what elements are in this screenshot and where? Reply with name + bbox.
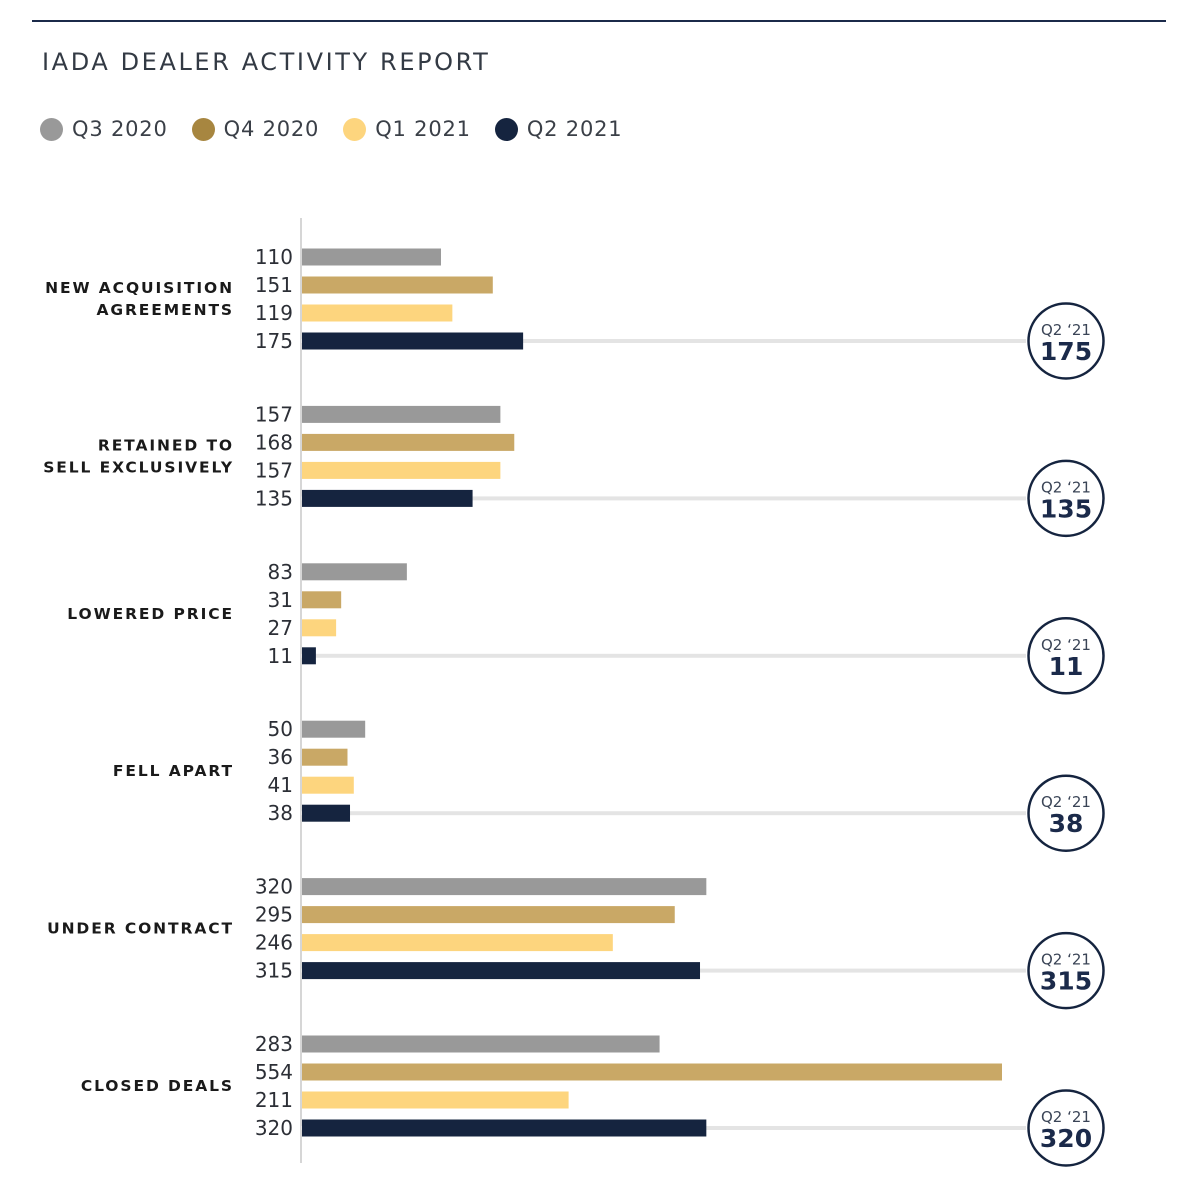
bar-closed-deals-q3-2020 <box>302 1035 660 1053</box>
value-label: 27 <box>268 616 293 640</box>
bar-lowered-price-q3-2020 <box>302 563 407 581</box>
bar-under-contract-q1-2021 <box>302 934 613 952</box>
top-rule <box>32 20 1166 22</box>
bar-lowered-price-q4-2020 <box>302 591 342 609</box>
badge-circle <box>1027 459 1105 538</box>
category-label: CLOSED DEALS <box>81 1077 234 1095</box>
badge-circle <box>1027 931 1105 1010</box>
bar-fell-apart-q3-2020 <box>302 720 366 738</box>
highlight-track <box>301 339 1026 343</box>
bar-retained-to-sell-exclusively-q1-2021 <box>302 461 501 479</box>
highlight-track <box>301 653 1026 658</box>
bar-fell-apart-q1-2021 <box>302 776 354 794</box>
value-label: 320 <box>255 1116 293 1140</box>
badge-value: 175 <box>1040 337 1092 366</box>
legend-item-q3-2020: Q3 2020 <box>40 117 168 141</box>
legend-swatch-q1-2021 <box>343 117 367 141</box>
category-label: SELL EXCLUSIVELY <box>43 458 234 476</box>
value-label: 151 <box>255 273 293 297</box>
value-label: 315 <box>255 959 293 983</box>
highlight-track <box>301 496 1026 501</box>
legend-item-q4-2020: Q4 2020 <box>191 117 320 141</box>
legend-item-q2-2021: Q2 2021 <box>494 117 623 141</box>
badge-value: 315 <box>1040 967 1092 996</box>
badge-value: 38 <box>1049 809 1084 838</box>
bar-retained-to-sell-exclusively-q4-2020 <box>302 433 515 451</box>
value-label: 83 <box>268 560 293 584</box>
value-label: 283 <box>255 1032 293 1056</box>
bar-under-contract-q2-2021 <box>302 962 701 980</box>
legend-swatch-q2-2021 <box>494 117 518 141</box>
value-label: 157 <box>255 402 293 426</box>
bar-new-acquisition-agreements-q3-2020 <box>302 248 441 266</box>
badge-period-label: Q2 ‘21 <box>1041 951 1091 969</box>
value-label: 50 <box>268 717 293 741</box>
category-label: NEW ACQUISITION <box>45 279 234 297</box>
category-label: RETAINED TO <box>98 436 234 454</box>
category-label: AGREEMENTS <box>96 301 234 319</box>
badge-period-label: Q2 ‘21 <box>1041 793 1091 811</box>
legend-label-q4-2020: Q4 2020 <box>223 117 320 141</box>
legend: Q3 2020 Q4 2020 Q1 2021 Q2 2021 <box>40 112 646 146</box>
value-label: 41 <box>268 773 293 797</box>
badge-circle <box>1027 1089 1105 1167</box>
badge-period-label: Q2 ‘21 <box>1041 636 1091 654</box>
category-label: FELL APART <box>113 762 234 780</box>
category-label: LOWERED PRICE <box>67 605 234 623</box>
bar-new-acquisition-agreements-q4-2020 <box>302 276 493 294</box>
value-label: 31 <box>268 588 293 612</box>
badge-circle <box>1027 774 1105 852</box>
highlight-track <box>301 811 1026 816</box>
badge-period-label: Q2 ‘21 <box>1041 478 1091 496</box>
bar-closed-deals-q4-2020 <box>302 1063 1002 1081</box>
legend-swatch-q4-2020 <box>191 117 215 141</box>
bar-under-contract-q4-2020 <box>302 906 675 924</box>
badge-value: 11 <box>1049 652 1084 681</box>
badge-period-label: Q2 ‘21 <box>1041 1108 1091 1126</box>
value-label: 175 <box>255 329 293 353</box>
bar-closed-deals-q2-2021 <box>302 1119 707 1137</box>
value-label: 11 <box>268 644 293 668</box>
value-label: 211 <box>255 1088 293 1112</box>
bar-fell-apart-q4-2020 <box>302 748 348 766</box>
value-label: 119 <box>255 301 293 325</box>
report-title: IADA DEALER ACTIVITY REPORT <box>42 48 491 76</box>
badge-value: 135 <box>1040 494 1092 523</box>
bar-closed-deals-q1-2021 <box>302 1091 569 1109</box>
bar-retained-to-sell-exclusively-q3-2020 <box>302 405 501 423</box>
bar-fell-apart-q2-2021 <box>302 804 351 822</box>
badge-circle <box>1027 302 1105 380</box>
value-label: 135 <box>255 486 293 510</box>
value-label: 295 <box>255 903 293 927</box>
value-label: 36 <box>268 745 293 769</box>
badge-circle <box>1027 617 1105 695</box>
bar-new-acquisition-agreements-q2-2021 <box>302 332 524 350</box>
legend-label-q1-2021: Q1 2021 <box>375 117 471 141</box>
badge-period-label: Q2 ‘21 <box>1041 321 1091 339</box>
value-label: 168 <box>255 430 293 454</box>
value-label: 554 <box>255 1060 293 1084</box>
value-label: 110 <box>255 245 293 269</box>
badge-value: 320 <box>1040 1124 1092 1153</box>
legend-item-q1-2021: Q1 2021 <box>343 117 471 141</box>
legend-label-q3-2020: Q3 2020 <box>72 117 168 141</box>
value-label: 157 <box>255 458 293 482</box>
bar-retained-to-sell-exclusively-q2-2021 <box>302 489 473 507</box>
bar-new-acquisition-agreements-q1-2021 <box>302 304 453 322</box>
bar-lowered-price-q1-2021 <box>302 619 337 637</box>
bar-under-contract-q3-2020 <box>302 878 707 896</box>
value-label: 38 <box>268 801 293 825</box>
value-label: 246 <box>255 931 293 955</box>
value-label: 320 <box>255 875 293 899</box>
legend-swatch-q3-2020 <box>40 117 63 141</box>
category-label: UNDER CONTRACT <box>47 920 234 938</box>
legend-label-q2-2021: Q2 2021 <box>526 117 623 141</box>
bar-lowered-price-q2-2021 <box>302 647 316 665</box>
